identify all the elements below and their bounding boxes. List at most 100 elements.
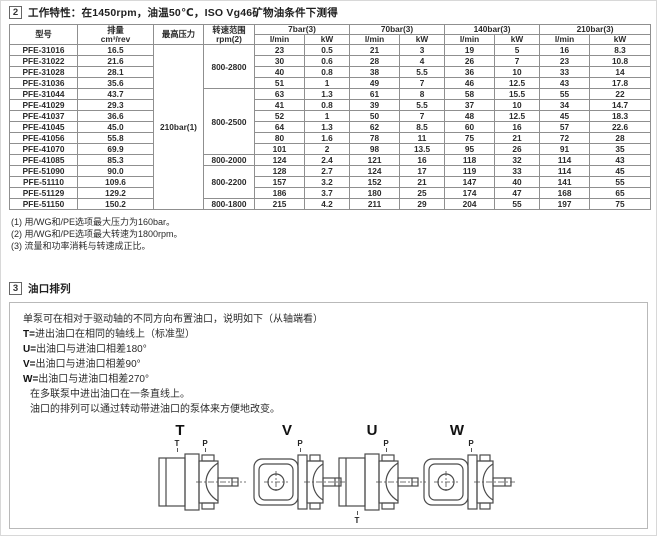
spec-cell: 114 xyxy=(539,154,591,166)
spec-cell: 18.3 xyxy=(589,110,652,122)
spec-row: PFE-41045 45.0 64 1.3 62 8.5 60 16 57 22.6 xyxy=(9,121,652,133)
spec-cell: 37 xyxy=(444,99,496,111)
displacement-cell: 69.9 xyxy=(77,143,154,155)
spec-cell: 2 xyxy=(303,143,351,155)
speed-range-cell: 800-2800 xyxy=(203,44,255,89)
spec-cell: 0.6 xyxy=(303,55,351,67)
model-cell: PFE-41070 xyxy=(9,143,78,155)
displacement-cell: 55.8 xyxy=(77,132,154,144)
diagram-letter: W xyxy=(449,422,465,439)
diagram-letter: U xyxy=(366,422,378,439)
spec-cell: 22 xyxy=(589,88,652,100)
model-cell: PFE-51110 xyxy=(9,176,78,188)
spec-cell: 121 xyxy=(349,154,401,166)
spec-cell: 43 xyxy=(539,77,591,89)
spec-table-body: PFE-31016 16.5 210bar(1) 800-2800 23 0.5 21 3 19… xyxy=(9,44,652,210)
diagram-U: U P T xyxy=(336,422,436,525)
section-3-number-box: 3 xyxy=(9,282,22,295)
spec-cell: 168 xyxy=(539,187,591,199)
pump-front-view-drawing xyxy=(423,454,515,510)
port-arrangement-text: 单泵可在相对于驱动轴的不同方向布置油口，说明如下（从轴端看） T=进出油口在相同… xyxy=(23,312,637,417)
col-header-140bar: 140bar(3) xyxy=(444,24,541,35)
spec-row: PFE-31022 21.6 30 0.6 28 4 26 7 23 10.8 xyxy=(9,55,652,67)
col-header-model: 型号 xyxy=(9,24,78,45)
spec-cell: 45 xyxy=(589,165,652,177)
spec-cell: 3.7 xyxy=(303,187,351,199)
spec-cell: 33 xyxy=(494,165,541,177)
header-row-1: 型号 排量 cm³/rev 最高压力 转速范围 rpm(2) 7bar(3) 7… xyxy=(9,24,652,45)
model-cell: PFE-31028 xyxy=(9,66,78,78)
spec-cell: 152 xyxy=(349,176,401,188)
spec-cell: 16 xyxy=(494,121,541,133)
model-cell: PFE-31016 xyxy=(9,44,78,56)
spec-row: PFE-51090 90.0 800-2200 128 2.7 124 17 119 33 114… xyxy=(9,165,652,199)
spec-cell: 41 xyxy=(254,99,305,111)
section-2-header: 2 工作特性：在1450rpm，油温50℃，ISO Vg46矿物油条件下测得 xyxy=(9,5,338,20)
model-cell: PFE-41056 xyxy=(9,132,78,144)
spec-cell: 47 xyxy=(494,187,541,199)
port-line-w: W=出油口与进油口相差270° xyxy=(23,372,637,387)
spec-cell: 5.5 xyxy=(399,99,446,111)
spec-cell: 101 xyxy=(254,143,305,155)
header-line: cm³/rev xyxy=(100,33,131,44)
model-cell: PFE-41029 xyxy=(9,99,78,111)
spec-cell: 91 xyxy=(539,143,591,155)
spec-cell: 17.8 xyxy=(589,77,652,89)
spec-row: PFE-41029 29.3 41 0.8 39 5.5 37 10 34 14.7 xyxy=(9,99,652,111)
diagram-letter: T xyxy=(175,422,185,439)
pump-side-view-drawing xyxy=(158,453,246,511)
model-cell: PFE-31022 xyxy=(9,55,78,67)
spec-cell: 1 xyxy=(303,77,351,89)
spec-cell: 23 xyxy=(539,55,591,67)
spec-cell: 40 xyxy=(254,66,305,78)
port-line-text: 出油口与进油口相差180° xyxy=(36,344,147,355)
spec-cell: 65 xyxy=(589,187,652,199)
spec-cell: 10 xyxy=(494,99,541,111)
spec-row: PFE-51129 129.2 186 3.7 180 25 174 47 168 65 xyxy=(9,187,652,199)
spec-cell: 26 xyxy=(444,55,496,67)
speed-range-cell: 800-2500 xyxy=(203,88,255,155)
spec-cell: 49 xyxy=(349,77,401,89)
unit-header-power: kW xyxy=(303,34,351,45)
spec-row: PFE-41037 36.6 52 1 50 7 48 12.5 45 18.3 xyxy=(9,110,652,122)
spec-cell: 180 xyxy=(349,187,401,199)
spec-cell: 118 xyxy=(444,154,496,166)
spec-cell: 174 xyxy=(444,187,496,199)
model-cell: PFE-41037 xyxy=(9,110,78,122)
model-cell: PFE-51090 xyxy=(9,165,78,177)
spec-cell: 157 xyxy=(254,176,305,188)
spec-cell: 10.8 xyxy=(589,55,652,67)
spec-cell: 4.2 xyxy=(303,198,351,210)
spec-cell: 186 xyxy=(254,187,305,199)
spec-cell: 30 xyxy=(254,55,305,67)
spec-cell: 11 xyxy=(399,132,446,144)
footnote-3: (3) 流量和功率消耗与转速成正比。 xyxy=(11,241,151,251)
spec-cell: 2.4 xyxy=(303,154,351,166)
model-cell: PFE-41045 xyxy=(9,121,78,133)
footnotes: (1) 用/WG和/PE选项最大压力为160bar。 (2) 用/WG和/PE选… xyxy=(11,216,183,252)
spec-cell: 14 xyxy=(589,66,652,78)
model-cell: PFE-51129 xyxy=(9,187,78,199)
spec-cell: 25 xyxy=(399,187,446,199)
spec-cell: 15.5 xyxy=(494,88,541,100)
spec-cell: 45 xyxy=(539,110,591,122)
spec-row: PFE-31016 16.5 210bar(1) 800-2800 23 0.5 21 3 19… xyxy=(9,44,652,210)
spec-cell: 33 xyxy=(539,66,591,78)
spec-cell: 55 xyxy=(494,198,541,210)
port-line-label: U= xyxy=(23,344,37,355)
spec-cell: 32 xyxy=(494,154,541,166)
port-line-u: U=出油口与进油口相差180° xyxy=(23,342,637,357)
displacement-cell: 29.3 xyxy=(77,99,154,111)
col-header-max-pressure: 最高压力 xyxy=(153,24,204,45)
spec-cell: 119 xyxy=(444,165,496,177)
spec-row: PFE-31044 43.7 800-2500 63 1.3 61 8 58 15.5 55 22 xyxy=(9,88,652,155)
spec-table: 型号 排量 cm³/rev 最高压力 转速范围 rpm(2) 7bar(3) 7… xyxy=(9,24,652,210)
diagram-V: V P xyxy=(251,423,351,523)
section-2-number-box: 2 xyxy=(9,6,22,19)
displacement-cell: 16.5 xyxy=(77,44,154,56)
port-line-label: V= xyxy=(23,359,36,370)
spec-row: PFE-41070 69.9 101 2 98 13.5 95 26 91 35 xyxy=(9,143,652,155)
spec-cell: 13.5 xyxy=(399,143,446,155)
displacement-cell: 90.0 xyxy=(77,165,154,177)
spec-cell: 52 xyxy=(254,110,305,122)
